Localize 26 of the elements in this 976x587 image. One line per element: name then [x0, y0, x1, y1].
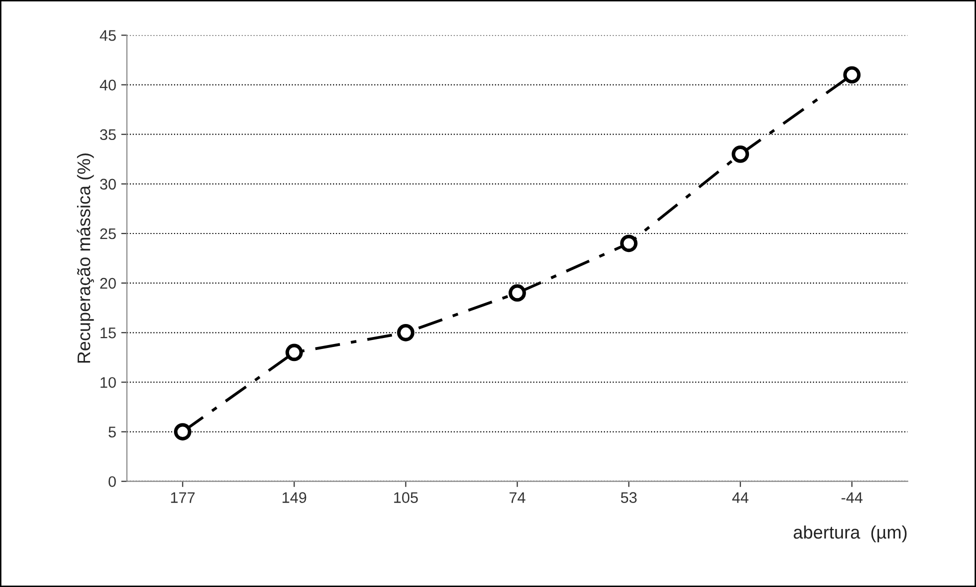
y-tick-label: 10: [100, 377, 116, 388]
point: [732, 146, 750, 163]
x-tick-label: -44: [842, 492, 863, 503]
y-tick-label: 15: [100, 328, 116, 338]
y-tick-label: 20: [100, 278, 116, 289]
x-tick-label: 177: [171, 492, 195, 503]
y-tick-label: 45: [100, 30, 116, 41]
y-tick-label: 40: [100, 80, 116, 90]
point: [508, 284, 526, 302]
x-tick-label: 74: [510, 492, 526, 503]
x-axis-title: abertura (µm): [794, 525, 907, 542]
point: [620, 234, 638, 252]
x-tick-label: 53: [620, 492, 637, 503]
point: [174, 423, 192, 440]
point: [843, 66, 861, 84]
y-tick-label: 35: [100, 129, 116, 140]
y-axis-title: Recuperação mássica (%): [76, 154, 94, 363]
y-tick-label: 30: [100, 178, 116, 190]
y-tick-label: 5: [108, 426, 116, 438]
y-tick-label: 25: [100, 228, 116, 240]
y-tick-label: 0: [108, 476, 116, 488]
point: [286, 344, 303, 362]
x-tick-label: 149: [282, 492, 306, 503]
x-tick-label: 105: [394, 492, 418, 503]
point: [397, 324, 414, 342]
x-tick-label: 44: [732, 492, 748, 503]
